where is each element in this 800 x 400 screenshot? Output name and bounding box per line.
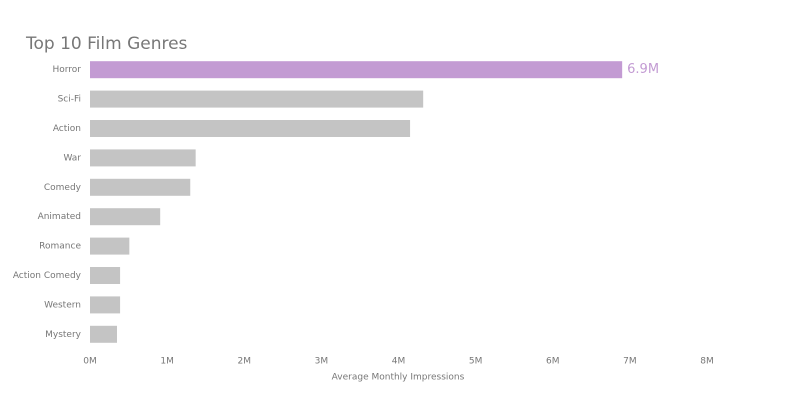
- bar: [90, 208, 161, 226]
- chart-title: Top 10 Film Genres: [25, 34, 188, 54]
- x-tick-label: 3M: [315, 357, 329, 367]
- x-tick-label: 7M: [623, 357, 637, 367]
- bar: [90, 149, 196, 167]
- x-tick-label: 0M: [83, 357, 97, 367]
- x-tick-label: 6M: [546, 357, 560, 367]
- x-tick-label: 8M: [700, 357, 714, 367]
- y-tick-label: Western: [44, 300, 81, 310]
- y-tick-label: Animated: [38, 212, 81, 222]
- bar: [90, 61, 623, 79]
- bar: [90, 325, 117, 343]
- bar: [90, 237, 130, 255]
- x-tick-label: 4M: [392, 357, 406, 367]
- bar: [90, 90, 424, 108]
- y-tick-label: Action: [53, 124, 81, 134]
- y-tick-label: Action Comedy: [13, 271, 82, 281]
- x-tick-label: 2M: [238, 357, 252, 367]
- y-tick-label: Comedy: [44, 183, 82, 193]
- y-tick-label: Mystery: [45, 330, 82, 340]
- x-tick-label: 5M: [469, 357, 483, 367]
- value-label: 6.9M: [627, 62, 659, 77]
- y-tick-label: Sci-Fi: [58, 95, 81, 105]
- bar: [90, 267, 121, 284]
- x-axis-title: Average Monthly Impressions: [332, 373, 465, 383]
- x-tick-label: 1M: [160, 357, 174, 367]
- bar: [90, 120, 411, 137]
- y-tick-label: Romance: [39, 242, 81, 252]
- y-tick-label: Horror: [52, 65, 81, 75]
- y-tick-label: War: [63, 153, 81, 163]
- bar: [90, 296, 121, 314]
- bar: [90, 178, 191, 196]
